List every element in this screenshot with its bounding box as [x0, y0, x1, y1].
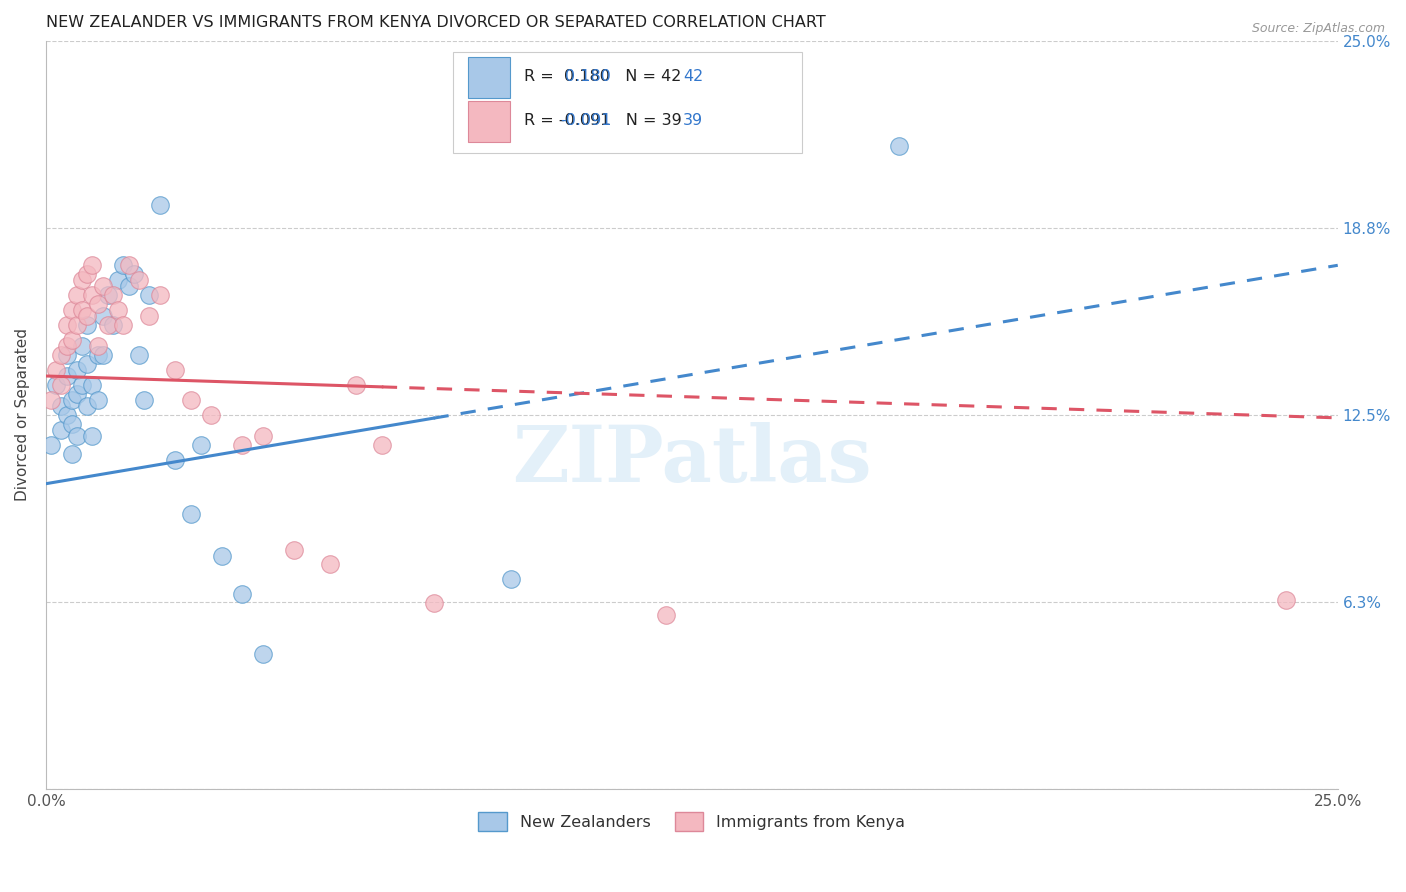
Point: [60, 447, 83, 461]
Point: [211, 549, 233, 563]
Point: [180, 392, 202, 407]
Point: [76, 267, 98, 281]
Point: [252, 647, 274, 661]
Point: [97, 318, 120, 332]
Point: [97, 288, 120, 302]
Point: [51, 378, 73, 392]
Point: [283, 542, 305, 557]
Point: [66, 318, 89, 332]
Bar: [468, 101, 510, 142]
Point: [231, 438, 253, 452]
Point: [128, 273, 150, 287]
Point: [76, 318, 98, 332]
Text: 42: 42: [683, 70, 703, 84]
Point: [91, 279, 114, 293]
Point: [344, 378, 367, 392]
Point: [190, 438, 212, 452]
Point: [86, 348, 108, 362]
Point: [39, 438, 62, 452]
Point: [82, 258, 104, 272]
Point: [231, 587, 253, 601]
Text: ZIPatlas: ZIPatlas: [512, 422, 872, 498]
Point: [51, 399, 73, 413]
Point: [138, 309, 160, 323]
Point: [82, 378, 104, 392]
Point: [60, 303, 83, 318]
Text: -0.091: -0.091: [560, 113, 612, 128]
Point: [66, 429, 89, 443]
Text: Source: ZipAtlas.com: Source: ZipAtlas.com: [1251, 22, 1385, 36]
Point: [128, 348, 150, 362]
Point: [66, 363, 89, 377]
Point: [117, 279, 139, 293]
Text: NEW ZEALANDER VS IMMIGRANTS FROM KENYA DIVORCED OR SEPARATED CORRELATION CHART: NEW ZEALANDER VS IMMIGRANTS FROM KENYA D…: [46, 15, 825, 30]
Point: [55, 339, 77, 353]
Point: [134, 392, 156, 407]
Bar: [453, 52, 801, 153]
Point: [45, 378, 67, 392]
Point: [51, 423, 73, 437]
Point: [138, 288, 160, 302]
Point: [165, 363, 187, 377]
Text: 39: 39: [683, 113, 703, 128]
Point: [66, 387, 89, 401]
Point: [76, 357, 98, 371]
Point: [91, 348, 114, 362]
Point: [70, 339, 93, 353]
Bar: [468, 57, 510, 98]
Point: [86, 392, 108, 407]
Point: [91, 309, 114, 323]
Point: [51, 348, 73, 362]
Point: [60, 392, 83, 407]
Point: [39, 392, 62, 407]
Point: [149, 288, 172, 302]
Point: [55, 348, 77, 362]
Point: [82, 288, 104, 302]
Text: R = -0.091   N = 39: R = -0.091 N = 39: [524, 113, 682, 128]
Text: R =  0.180   N = 42: R = 0.180 N = 42: [524, 70, 682, 84]
Point: [82, 429, 104, 443]
Point: [117, 258, 139, 272]
Point: [66, 288, 89, 302]
Point: [60, 333, 83, 347]
Point: [55, 408, 77, 422]
Point: [107, 303, 129, 318]
Point: [112, 318, 135, 332]
Point: [60, 417, 83, 431]
Y-axis label: Divorced or Separated: Divorced or Separated: [15, 328, 30, 501]
Point: [76, 309, 98, 323]
Point: [319, 558, 342, 572]
Point: [107, 273, 129, 287]
Point: [122, 267, 145, 281]
Point: [70, 303, 93, 318]
Point: [371, 438, 394, 452]
Point: [149, 198, 172, 212]
Point: [101, 318, 124, 332]
Point: [165, 452, 187, 467]
Point: [70, 378, 93, 392]
Point: [86, 297, 108, 311]
Point: [112, 258, 135, 272]
Point: [101, 288, 124, 302]
Point: [252, 429, 274, 443]
Point: [86, 339, 108, 353]
Point: [180, 507, 202, 521]
Point: [55, 369, 77, 384]
Point: [422, 596, 444, 610]
Point: [55, 318, 77, 332]
Point: [655, 608, 678, 623]
Point: [1275, 593, 1298, 607]
Point: [200, 408, 222, 422]
Point: [887, 138, 910, 153]
Point: [70, 273, 93, 287]
Legend: New Zealanders, Immigrants from Kenya: New Zealanders, Immigrants from Kenya: [472, 805, 911, 837]
Point: [76, 399, 98, 413]
Point: [499, 573, 522, 587]
Point: [45, 363, 67, 377]
Text: 0.180: 0.180: [565, 70, 612, 84]
